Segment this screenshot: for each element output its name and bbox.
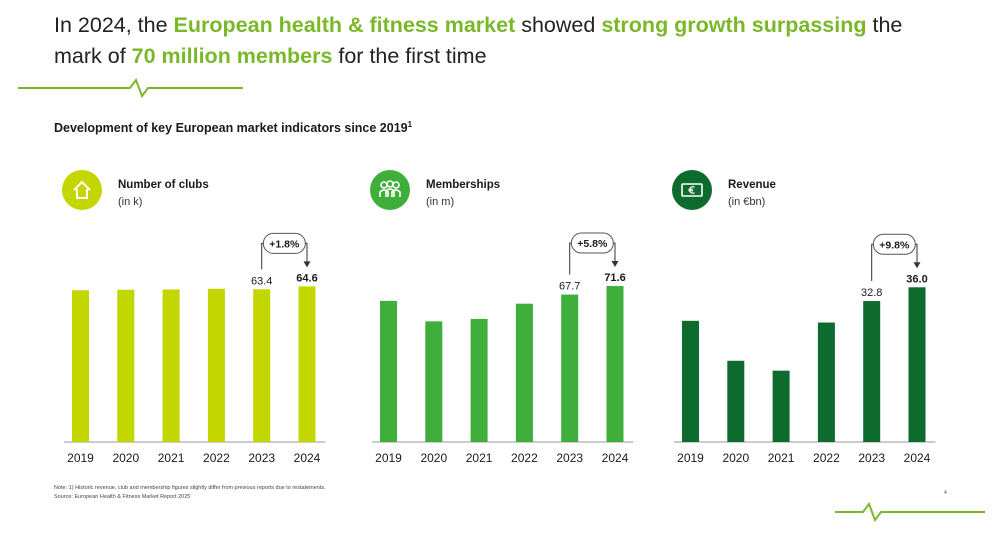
growth-arrowhead: [913, 262, 921, 269]
x-tick-label: 2021: [768, 451, 795, 465]
x-tick-label: 2019: [375, 451, 402, 465]
x-tick-label: 2019: [67, 451, 94, 465]
headline-highlight-market: European health & fitness market: [173, 13, 516, 37]
chart-subtitle-text: Development of key European market indic…: [54, 121, 408, 136]
panel-title: Number of clubs: [118, 179, 209, 191]
bar-2019: [682, 320, 699, 442]
growth-badge: [262, 232, 306, 254]
page-number: 4: [944, 490, 947, 496]
x-tick-label: 2019: [677, 451, 704, 465]
bar-2020: [117, 289, 135, 442]
x-tick-label: 2020: [722, 451, 749, 465]
panel-unit: (in €bn): [728, 196, 766, 208]
footnote-note: Note: 1) Historic revenue, club and memb…: [54, 485, 326, 491]
bar-2022: [817, 322, 835, 442]
panel-clubs: Number of clubs (in k) 2019 2020 2021 2022 2…: [62, 170, 362, 470]
growth-arrowhead: [611, 261, 619, 268]
headline-highlight-members: 70 million members: [131, 44, 333, 68]
headline: In 2024, the European health & fitness m…: [54, 10, 954, 72]
bar-2020: [727, 360, 745, 442]
bar-2019: [380, 300, 397, 442]
x-tick-label: 2020: [420, 451, 447, 465]
chart-clubs: 2019 2020 2021 2022 2023 63.4 2024 64.6 +1.8%: [64, 232, 326, 465]
growth-label: +9.8%: [879, 239, 910, 251]
growth-badge: [570, 232, 614, 254]
panel-unit: (in k): [118, 196, 143, 208]
chart-subtitle: Development of key European market indic…: [54, 120, 412, 135]
x-tick-label: 2021: [466, 451, 493, 465]
bar-2023: [863, 301, 881, 442]
x-tick-label: 2023: [248, 451, 275, 465]
x-tick-label: 2021: [158, 451, 185, 465]
bar-2024: [606, 286, 624, 442]
bar-2021: [470, 318, 488, 442]
chart-revenue: 2019 2020 2021 2022 2023 32.8 2024 36.0 +9.8%: [674, 233, 936, 465]
headline-highlight-growth: strong growth surpassing: [601, 13, 867, 37]
headline-text-4: for the first time: [332, 44, 487, 68]
growth-label: +1.8%: [269, 238, 300, 250]
bar-2019: [72, 290, 89, 442]
bar-2024: [908, 287, 926, 442]
pulse-line-top: [18, 77, 243, 99]
growth-arrowhead: [303, 261, 311, 268]
data-label: 36.0: [906, 273, 927, 285]
panel-revenue: Revenue (in €bn) 2019 2020 2021 2022 2023 32.…: [672, 170, 972, 470]
headline-text-3: the mark of: [54, 13, 903, 68]
data-label: 63.4: [251, 275, 272, 287]
bar-2022: [207, 288, 225, 442]
x-tick-label: 2022: [203, 451, 230, 465]
growth-badge: [872, 233, 916, 255]
panel-unit: (in m): [426, 196, 455, 208]
x-tick-label: 2024: [294, 451, 321, 465]
x-tick-label: 2023: [556, 451, 583, 465]
headline-text-1: In 2024, the: [54, 13, 174, 37]
panel-title: Memberships: [426, 179, 501, 191]
data-label: 32.8: [861, 287, 882, 299]
pulse-line-bottom: [835, 501, 985, 523]
bar-2021: [162, 289, 180, 442]
bar-2023: [561, 294, 579, 442]
data-label: 67.7: [559, 281, 580, 293]
growth-label: +5.8%: [577, 238, 608, 250]
chart-subtitle-footnote-mark: 1: [407, 120, 413, 129]
x-tick-label: 2024: [904, 451, 931, 465]
data-label: 64.6: [296, 272, 317, 284]
x-tick-label: 2022: [813, 451, 840, 465]
x-tick-label: 2022: [511, 451, 538, 465]
footnote-source: Source: European Health & Fitness Market…: [54, 494, 191, 500]
panel-title: Revenue: [728, 179, 776, 191]
house-icon: [62, 170, 102, 210]
chart-memberships: 2019 2020 2021 2022 2023 67.7 2024 71.6 +5.8%: [372, 232, 634, 465]
x-tick-label: 2023: [858, 451, 885, 465]
bar-2024: [298, 286, 316, 442]
euro-banknote-icon: [672, 170, 712, 210]
x-tick-label: 2020: [112, 451, 139, 465]
headline-text-2: showed: [515, 13, 602, 37]
data-label: 71.6: [604, 272, 625, 284]
bar-2021: [772, 370, 790, 442]
bar-2020: [425, 321, 443, 442]
x-tick-label: 2024: [602, 451, 629, 465]
bar-2023: [253, 289, 271, 442]
people-icon: [370, 170, 410, 210]
panel-memberships: Memberships (in m) 2019 2020 2021 2022 2023 6…: [370, 170, 670, 470]
bar-2022: [515, 303, 533, 442]
